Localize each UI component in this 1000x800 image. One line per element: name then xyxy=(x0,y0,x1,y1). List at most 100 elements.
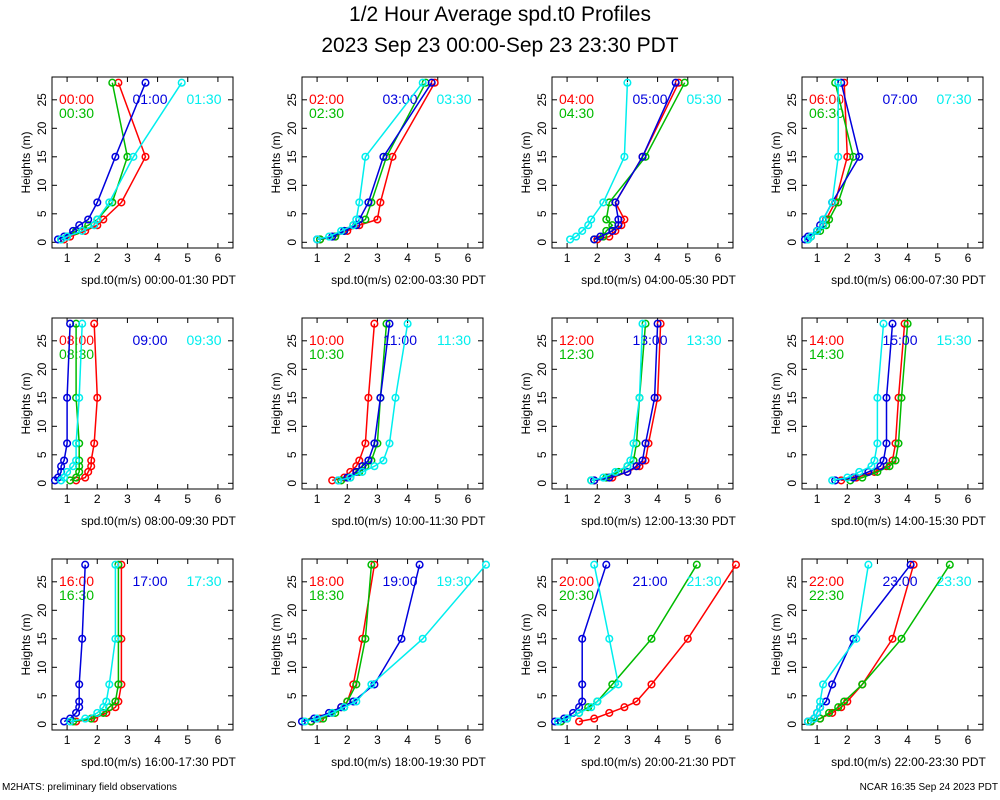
y-tick-label: 15 xyxy=(785,632,799,646)
data-point xyxy=(590,714,599,723)
x-tick-label: 2 xyxy=(594,733,601,747)
y-tick-label: 25 xyxy=(785,93,799,107)
legend-label: 23:00 xyxy=(882,573,917,589)
data-point xyxy=(340,703,349,712)
data-point xyxy=(840,697,849,706)
legend-label: 19:00 xyxy=(382,573,417,589)
data-point xyxy=(81,560,90,569)
data-point xyxy=(382,319,391,328)
x-tick-label: 5 xyxy=(434,733,441,747)
data-point xyxy=(63,439,72,448)
y-tick-label: 20 xyxy=(35,362,49,376)
y-tick-label: 10 xyxy=(285,178,299,192)
data-point xyxy=(397,634,406,643)
data-point xyxy=(102,697,111,706)
legend-label: 21:30 xyxy=(686,573,721,589)
data-point xyxy=(75,697,84,706)
y-tick-label: 5 xyxy=(35,210,49,217)
data-point xyxy=(596,232,605,241)
data-point xyxy=(614,215,623,224)
y-tick-label: 0 xyxy=(35,721,49,728)
legend-label: 00:00 xyxy=(59,91,94,107)
legend-label: 14:30 xyxy=(809,346,844,362)
x-tick-label: 4 xyxy=(904,492,911,506)
x-tick-label: 1 xyxy=(64,251,71,265)
y-tick-label: 25 xyxy=(785,575,799,589)
y-tick-label: 20 xyxy=(285,121,299,135)
data-point xyxy=(683,634,692,643)
y-tick-label: 20 xyxy=(35,121,49,135)
data-point xyxy=(819,221,828,230)
x-tick-label: 5 xyxy=(684,733,691,747)
data-point xyxy=(605,634,614,643)
legend-label: 10:00 xyxy=(309,332,344,348)
data-point xyxy=(897,634,906,643)
data-point xyxy=(623,78,632,87)
legend-label: 21:00 xyxy=(632,573,667,589)
chart-subtitle: 2023 Sep 23 00:00-Sep 23 23:30 PDT xyxy=(321,34,678,57)
x-tick-label: 5 xyxy=(934,733,941,747)
x-tick-label: 5 xyxy=(934,251,941,265)
x-tick-label: 2 xyxy=(94,492,101,506)
data-point xyxy=(563,714,572,723)
series-line xyxy=(72,564,120,723)
x-axis-label: spd.t0(m/s) 20:00-21:30 PDT xyxy=(581,755,736,769)
data-point xyxy=(63,467,72,476)
y-tick-label: 25 xyxy=(535,93,549,107)
data-point xyxy=(111,697,120,706)
legend-label: 13:30 xyxy=(686,332,721,348)
x-tick-label: 6 xyxy=(965,251,972,265)
data-point xyxy=(78,634,87,643)
plot-frame xyxy=(51,76,234,249)
data-point xyxy=(653,319,662,328)
legend-label: 19:30 xyxy=(436,573,471,589)
data-point xyxy=(328,708,337,717)
y-axis-label: Heights (m) xyxy=(269,372,283,434)
y-tick-label: 5 xyxy=(285,451,299,458)
y-tick-label: 10 xyxy=(285,419,299,433)
x-tick-label: 4 xyxy=(654,492,661,506)
data-point xyxy=(834,152,843,161)
x-axis-label: spd.t0(m/s) 22:00-23:30 PDT xyxy=(831,755,986,769)
y-tick-label: 20 xyxy=(785,362,799,376)
data-point xyxy=(692,560,701,569)
x-tick-label: 6 xyxy=(215,492,222,506)
panel-11: 1 2 3 4 5 6 0 5 10 15 20 25 spd.t0(m/s) 20:00-21:30 … xyxy=(519,558,741,769)
data-point xyxy=(647,634,656,643)
data-point xyxy=(575,708,584,717)
legend-label: 07:30 xyxy=(936,91,971,107)
y-tick-label: 0 xyxy=(535,721,549,728)
data-point xyxy=(828,680,837,689)
y-tick-label: 0 xyxy=(285,239,299,246)
y-tick-label: 0 xyxy=(285,721,299,728)
y-tick-label: 15 xyxy=(35,150,49,164)
y-tick-label: 15 xyxy=(535,150,549,164)
footer-left: M2HATS: preliminary field observations xyxy=(2,782,177,793)
data-point xyxy=(873,439,882,448)
legend-label: 02:00 xyxy=(309,91,344,107)
data-point xyxy=(623,467,632,476)
x-tick-label: 1 xyxy=(564,733,571,747)
data-point xyxy=(593,697,602,706)
legend-label: 04:30 xyxy=(559,105,594,121)
x-tick-label: 2 xyxy=(344,733,351,747)
data-point xyxy=(553,717,563,726)
data-point xyxy=(177,78,186,87)
data-point xyxy=(879,456,888,465)
data-point xyxy=(843,473,852,482)
x-tick-label: 1 xyxy=(814,492,821,506)
data-point xyxy=(355,198,364,207)
plot-frame xyxy=(801,76,984,249)
data-point xyxy=(855,467,864,476)
y-tick-label: 15 xyxy=(535,391,549,405)
y-tick-label: 20 xyxy=(535,121,549,135)
data-point xyxy=(481,560,491,569)
x-axis-label: spd.t0(m/s) 00:00-01:30 PDT xyxy=(81,273,236,287)
data-point xyxy=(87,462,96,471)
data-point xyxy=(828,198,837,207)
data-point xyxy=(602,560,611,569)
data-point xyxy=(367,680,376,689)
y-tick-label: 15 xyxy=(285,632,299,646)
data-point xyxy=(885,462,894,471)
data-point xyxy=(66,714,75,723)
